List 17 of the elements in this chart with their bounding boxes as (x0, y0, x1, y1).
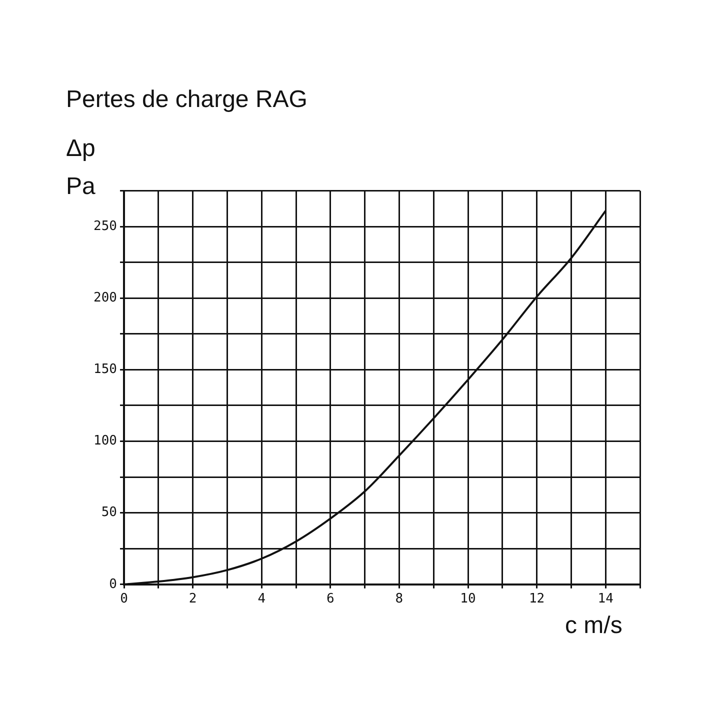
y-axis-title: Δp Pa (66, 134, 96, 202)
x-tick-label: 2 (188, 592, 197, 607)
x-tick-label: 4 (258, 592, 266, 607)
y-tick-label: 150 (94, 362, 117, 378)
y-tick-label: 100 (94, 434, 117, 449)
y-tick-label: 250 (94, 218, 117, 234)
x-tick-label: 0 (120, 592, 128, 607)
y-tick-label: 50 (101, 505, 117, 520)
x-tick-label: 14 (598, 592, 614, 607)
x-axis-title: c m/s (565, 612, 622, 640)
x-tick-label: 12 (528, 592, 545, 607)
x-tick-label: 6 (326, 592, 334, 607)
y-tick-label: 0 (109, 576, 117, 592)
x-tick-label: 10 (460, 592, 476, 607)
x-tick-label: 8 (395, 592, 404, 607)
y-tick-label: 200 (94, 290, 117, 306)
chart-title: Pertes de charge RAG (66, 86, 308, 114)
